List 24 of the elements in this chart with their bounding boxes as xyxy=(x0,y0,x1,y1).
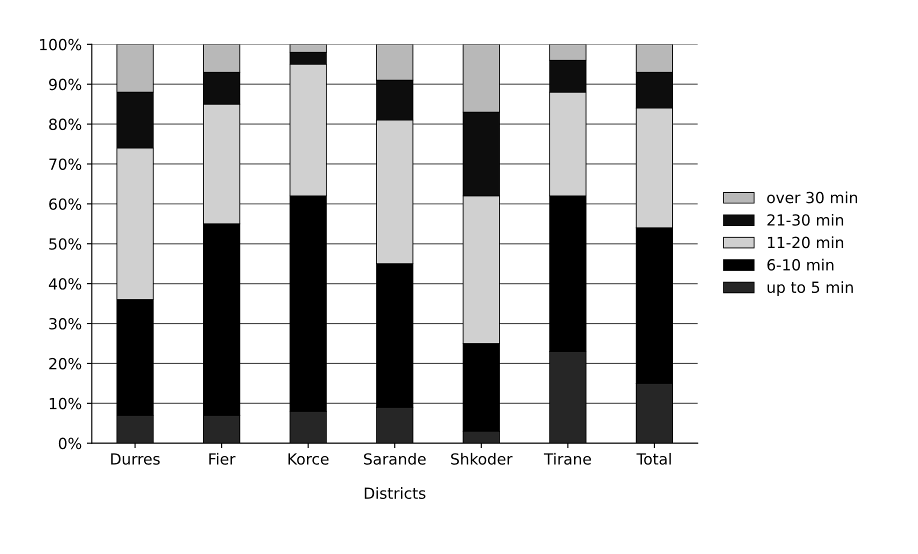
x-tick-label: Tirane xyxy=(544,452,591,465)
x-tick-label: Fier xyxy=(209,452,236,465)
legend-label: over 30 min xyxy=(767,192,858,204)
x-tick-label: Durres xyxy=(111,453,160,465)
y-tick-label: 50% xyxy=(49,238,82,250)
y-tick-label: 70% xyxy=(49,158,82,170)
x-tick-label: Shkoder xyxy=(451,452,512,465)
y-tick-label: 10% xyxy=(50,398,82,410)
y-tick-label: 80% xyxy=(49,118,82,130)
legend-label: 11-20 min xyxy=(768,236,844,248)
x-tick-label: Sarande xyxy=(364,452,426,465)
y-tick-label: 60% xyxy=(49,198,82,210)
legend-label: up to 5 min xyxy=(768,281,853,296)
y-tick-label: 0% xyxy=(58,438,82,450)
y-tick-label: 20% xyxy=(49,358,82,370)
y-tick-label: 90% xyxy=(49,78,82,90)
x-tick-label: Total xyxy=(636,452,671,465)
legend-label: 21-30 min xyxy=(767,214,844,226)
legend-label: 6-10 min xyxy=(767,258,834,271)
y-tick-label: 100% xyxy=(40,38,82,50)
x-tick-label: Korce xyxy=(288,453,329,465)
y-tick-label: 30% xyxy=(49,318,82,330)
x-axis-title: Districts xyxy=(364,487,426,499)
y-tick-label: 40% xyxy=(48,278,82,290)
